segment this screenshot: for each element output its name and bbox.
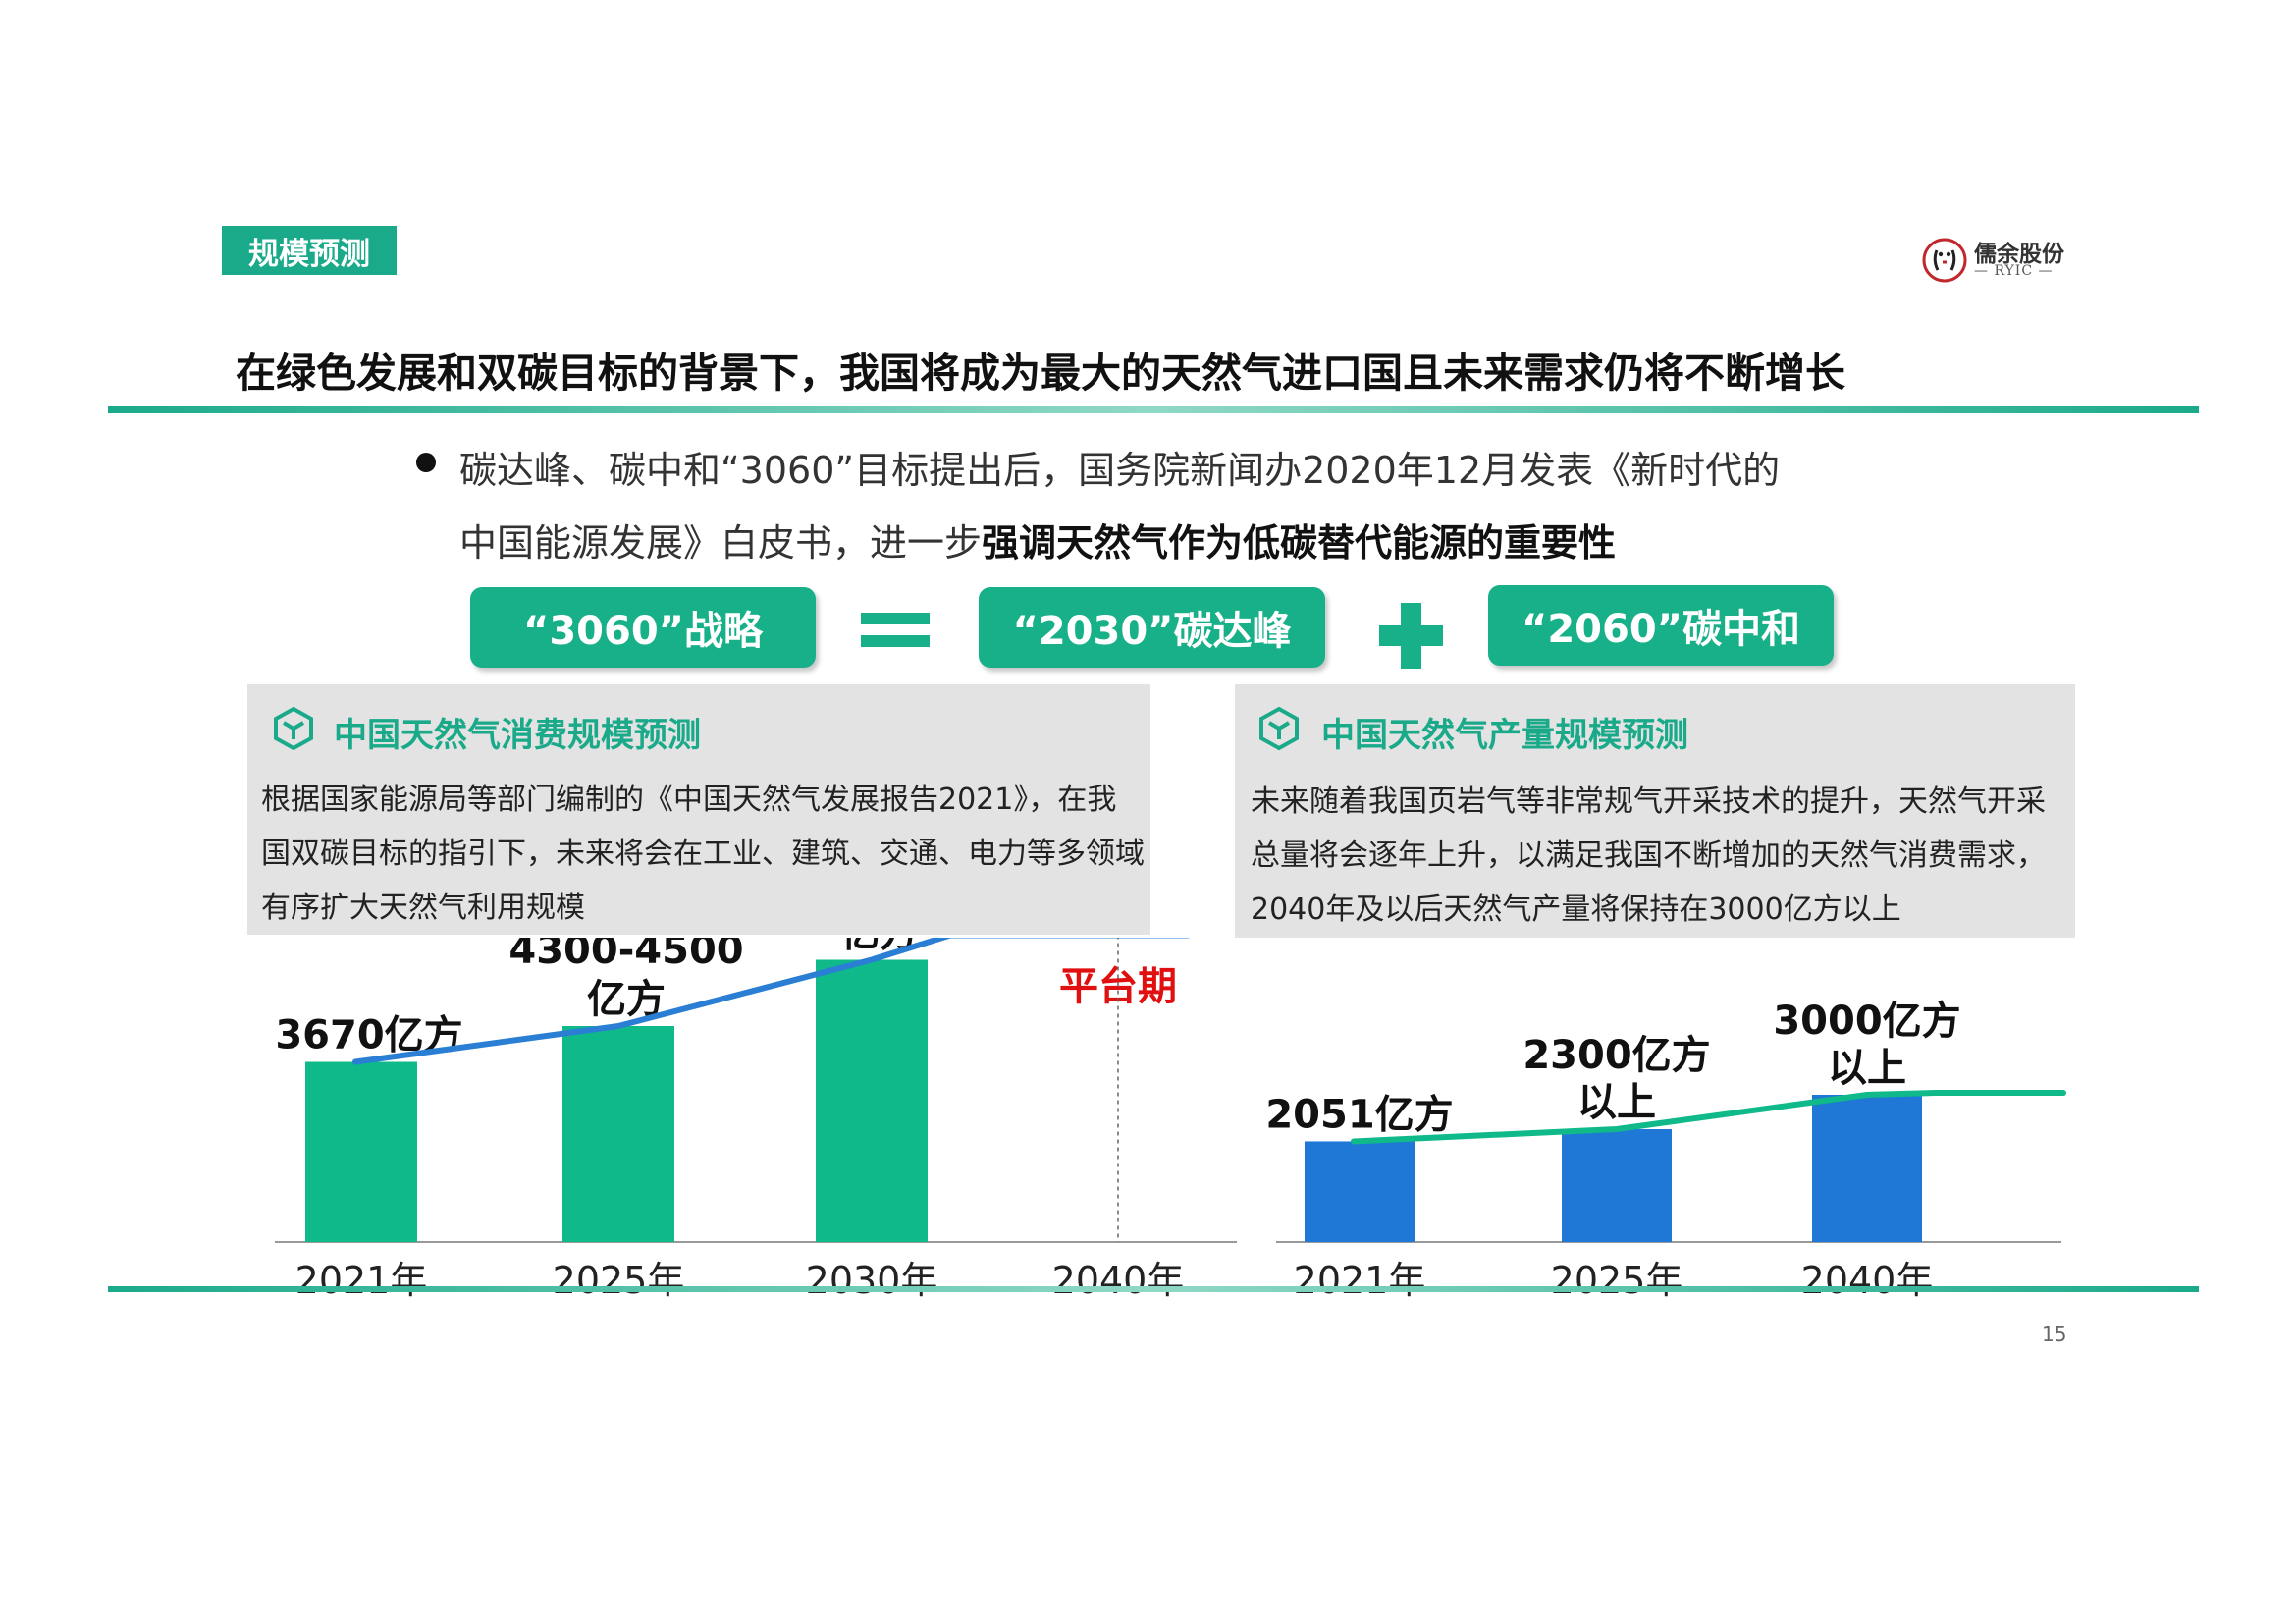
bar [1562,1129,1672,1242]
peak-2030-pill: “2030”碳达峰 [979,587,1325,668]
ryic-logo-icon [1922,238,1967,283]
data-label: 4300-4500 [508,938,743,973]
x-tick-label: 2040年 [1052,1259,1185,1302]
data-label: 以上 [1577,1080,1656,1125]
data-label: 3000亿方 [1773,999,1960,1044]
trend-line [1351,1090,2066,1145]
x-tick-label: 2025年 [1551,1259,1683,1302]
trend-line [352,938,1190,1065]
production-panel-text: 未来随着我国页岩气等非常规气开采技术的提升，天然气开采总量将会逐年上升，以满足我… [1251,785,2046,927]
company-logo: 儒余股份 — RYIC — [1921,233,2066,288]
logo-name: 儒余股份 [1974,241,2064,267]
bullet-line-1: 碳达峰、碳中和“3060”目标提出后，国务院新闻办2020年12月发表《新时代的 [459,449,1781,492]
bar [1305,1141,1415,1242]
consumption-forecast-chart: 2021年3670亿方2025年4300-4500亿方2030年5500-600… [275,938,1237,1302]
bar [305,1061,417,1242]
equals-sign-bottom [861,635,930,647]
data-label: 2300亿方 [1522,1033,1710,1078]
data-label: 2051亿方 [1265,1092,1453,1137]
bullet-line-2-emphasis: 强调天然气作为低碳替代能源的重要性 [982,521,1617,565]
top-divider [108,406,2199,413]
consumption-panel: 中国天然气消费规模预测 根据国家能源局等部门编制的《中国天然气发展报告2021》… [247,684,1150,935]
data-label: 平台期 [1059,964,1177,1009]
logo-subtitle: — RYIC — [1974,263,2054,279]
bullet-line-2: 中国能源发展》白皮书，进一步强调天然气作为低碳替代能源的重要性 [459,513,1616,567]
x-tick-label: 2025年 [553,1259,685,1302]
x-tick-label: 2040年 [1801,1259,1934,1302]
bullet-dot [416,453,436,472]
consumption-panel-text: 根据国家能源局等部门编制的《中国天然气发展报告2021》，在我国双碳目标的指引下… [261,783,1145,925]
page-number: 15 [2042,1323,2067,1346]
production-panel-title: 中国天然气产量规模预测 [1321,716,1688,755]
cube-icon [1259,706,1299,751]
neutral-2060-pill: “2060”碳中和 [1488,585,1834,666]
bottom-divider [108,1286,2199,1292]
consumption-panel-title: 中国天然气消费规模预测 [334,716,701,755]
bar [1812,1095,1922,1242]
plus-sign-vertical [1401,603,1421,669]
x-tick-label: 2021年 [295,1259,428,1302]
strategy-3060-pill: “3060”战略 [470,587,816,668]
bar [562,1026,674,1242]
x-tick-label: 2021年 [1294,1259,1426,1302]
section-tag: 规模预测 [222,226,397,275]
x-tick-label: 2030年 [806,1259,938,1302]
equals-sign-top [861,613,930,624]
bullet-line-2-plain: 中国能源发展》白皮书，进一步 [459,521,983,565]
headline: 在绿色发展和双碳目标的背景下，我国将成为最大的天然气进口国且未来需求仍将不断增长 [236,350,1845,397]
bar [816,959,928,1242]
data-label: 以上 [1828,1046,1906,1091]
production-panel: 中国天然气产量规模预测 未来随着我国页岩气等非常规气开采技术的提升，天然气开采总… [1235,684,2075,938]
cube-icon [274,706,313,751]
